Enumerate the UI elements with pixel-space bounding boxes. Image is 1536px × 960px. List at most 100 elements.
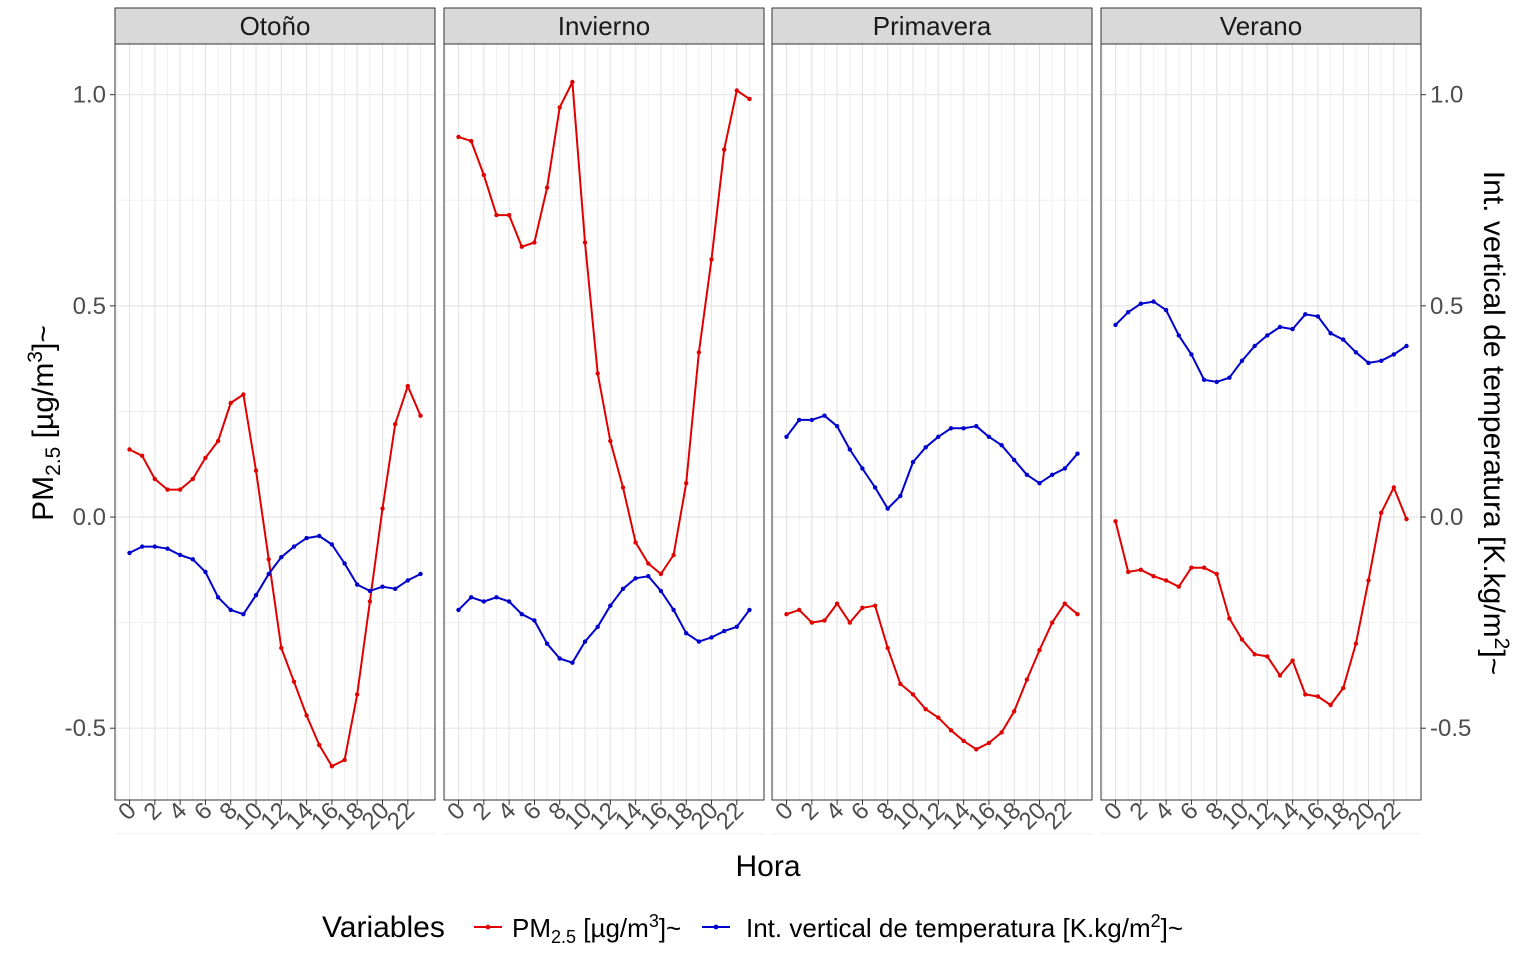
series-point-temp xyxy=(203,569,208,575)
series-point-temp xyxy=(696,639,702,644)
series-point-pm25 xyxy=(203,455,208,461)
series-point-temp xyxy=(1024,472,1030,477)
series-point-pm25 xyxy=(809,620,814,625)
x-tick-label: 4 xyxy=(493,797,522,826)
legend-label-pm25: PM2.5 [µg/m3]~ xyxy=(512,911,681,947)
series-point-temp xyxy=(671,607,676,613)
series-point-pm25 xyxy=(1050,620,1055,625)
series-point-pm25 xyxy=(317,742,322,748)
series-point-pm25 xyxy=(595,371,600,376)
series-point-temp xyxy=(872,485,878,490)
series-point-pm25 xyxy=(228,400,233,406)
series-point-temp xyxy=(456,607,461,613)
series-point-pm25 xyxy=(557,105,562,110)
series-point-pm25 xyxy=(1163,578,1169,583)
series-point-temp xyxy=(999,443,1004,448)
series-point-temp xyxy=(948,426,954,431)
strip-label: Otoño xyxy=(240,11,311,41)
series-point-pm25 xyxy=(646,561,651,566)
series-point-temp xyxy=(228,607,233,613)
series-point-pm25 xyxy=(215,438,221,444)
series-point-temp xyxy=(1404,343,1409,349)
y-tick-label-right: 0.0 xyxy=(1430,504,1463,531)
series-point-pm25 xyxy=(519,244,524,249)
series-point-temp xyxy=(140,544,145,549)
series-point-pm25 xyxy=(1075,612,1080,617)
series-point-temp xyxy=(1239,358,1245,363)
series-line-temp xyxy=(129,535,421,616)
series-point-temp xyxy=(165,546,170,551)
series-line-pm25 xyxy=(786,602,1079,751)
chart-panels: Otoño0246810121416182022Invierno02468101… xyxy=(113,7,1422,835)
series-point-temp xyxy=(1201,377,1207,382)
x-tick-label: 6 xyxy=(189,797,218,826)
series-point-pm25 xyxy=(266,557,271,562)
series-point-temp xyxy=(784,434,789,439)
panel-background xyxy=(772,44,1092,800)
series-point-pm25 xyxy=(936,715,941,720)
series-point-pm25 xyxy=(481,172,486,178)
strip-label: Primavera xyxy=(873,11,992,41)
series-point-temp xyxy=(684,631,689,636)
series-point-pm25 xyxy=(405,383,410,389)
series-point-temp xyxy=(469,595,474,600)
panel-background xyxy=(444,44,764,800)
series-point-pm25 xyxy=(165,487,170,492)
series-point-pm25 xyxy=(948,728,954,733)
series-point-pm25 xyxy=(393,421,398,427)
panel-border xyxy=(443,43,765,801)
series-point-temp xyxy=(241,612,246,617)
series-point-temp xyxy=(1252,343,1257,349)
y-axis-title-right: Int. vertical de temperatura [K.kg/m2]~ xyxy=(1477,171,1513,675)
series-point-temp xyxy=(177,552,183,558)
panel-border xyxy=(114,43,436,801)
series-point-pm25 xyxy=(1366,578,1371,583)
y-tick-label-left: 1.0 xyxy=(73,82,106,109)
series-point-pm25 xyxy=(544,185,550,190)
series-point-temp xyxy=(1126,310,1131,315)
series-point-pm25 xyxy=(822,618,827,623)
series-point-pm25 xyxy=(1113,519,1118,524)
series-point-temp xyxy=(822,413,827,418)
series-point-temp xyxy=(215,595,221,600)
x-tick-label: 22 xyxy=(1368,797,1406,835)
series-point-temp xyxy=(1303,312,1308,317)
series-point-pm25 xyxy=(923,707,928,712)
x-tick-label: 2 xyxy=(796,797,825,826)
series-point-temp xyxy=(1227,375,1232,380)
series-point-pm25 xyxy=(1239,637,1245,642)
series-point-pm25 xyxy=(847,620,852,625)
series-point-temp xyxy=(809,417,814,423)
series-point-temp xyxy=(1176,333,1182,338)
series-point-pm25 xyxy=(797,607,802,613)
x-tick-label: 0 xyxy=(1099,797,1128,826)
series-point-temp xyxy=(532,618,537,623)
series-point-temp xyxy=(1391,352,1397,357)
series-point-temp xyxy=(380,584,385,589)
series-point-pm25 xyxy=(291,679,297,684)
series-point-pm25 xyxy=(1062,601,1068,606)
series-point-pm25 xyxy=(1277,673,1283,678)
right-y-axis: -0.5 0.0 0.5 1.0 xyxy=(1421,82,1471,742)
series-point-temp xyxy=(1012,457,1017,463)
strip-label: Invierno xyxy=(558,11,651,41)
series-point-pm25 xyxy=(684,481,689,486)
series-point-pm25 xyxy=(1126,569,1131,575)
series-point-pm25 xyxy=(253,468,259,473)
series-point-temp xyxy=(1366,360,1371,366)
series-point-pm25 xyxy=(355,692,360,697)
series-point-temp xyxy=(620,586,626,591)
series-point-temp xyxy=(494,595,499,600)
x-axis-title: Hora xyxy=(735,850,800,883)
x-tick-label: 6 xyxy=(518,797,547,826)
series-point-pm25 xyxy=(342,757,347,763)
series-point-pm25 xyxy=(1391,485,1397,490)
series-point-temp xyxy=(1151,299,1156,304)
x-tick-label: 22 xyxy=(1039,797,1077,835)
series-point-pm25 xyxy=(506,212,512,218)
series-point-pm25 xyxy=(1024,677,1030,682)
